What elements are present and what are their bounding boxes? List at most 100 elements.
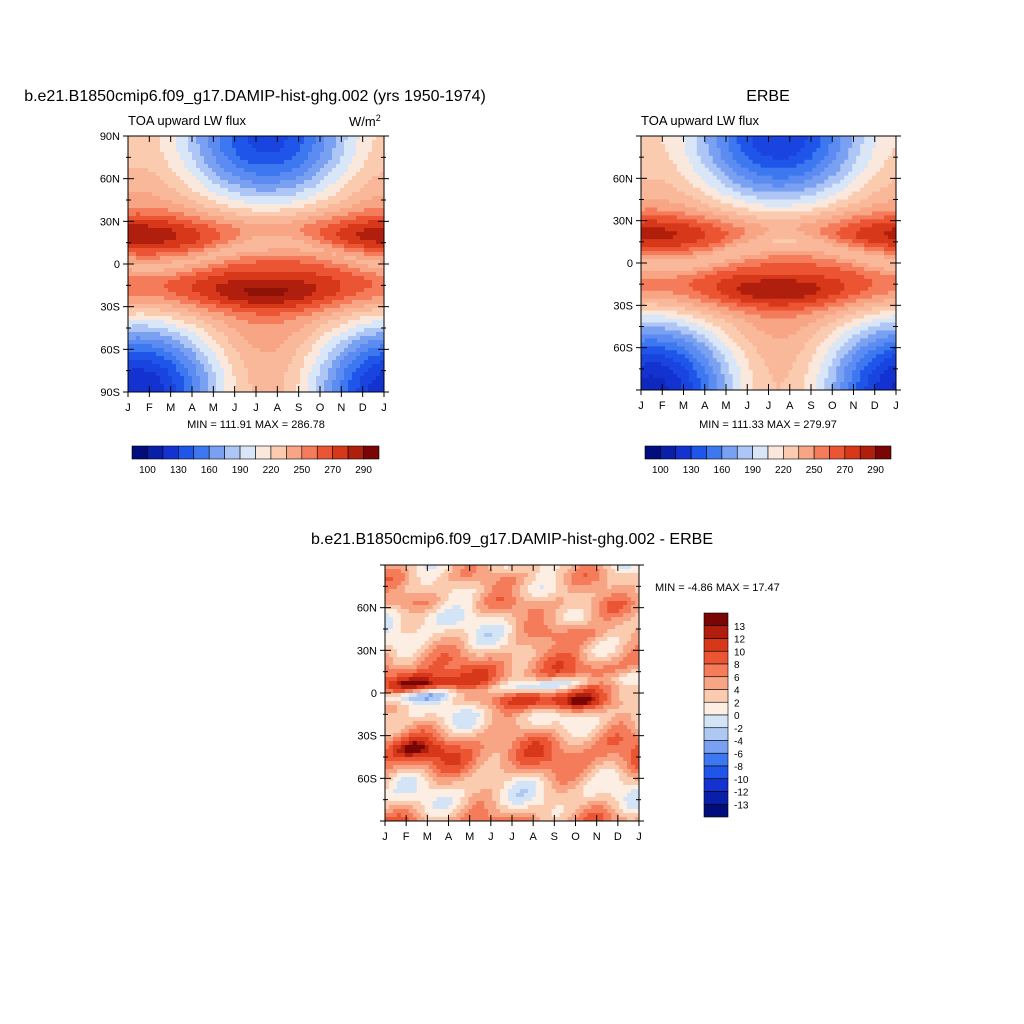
field-cell [180,224,185,229]
field-cell [132,136,137,141]
field-cell [244,176,249,181]
field-cell [236,324,241,329]
field-cell [304,300,309,305]
field-cell [708,159,714,165]
field-cell [352,384,357,389]
field-cell [176,152,181,157]
field-cell [256,300,261,305]
field-cell [356,152,361,157]
field-cell [356,180,361,185]
field-cell [160,260,165,265]
field-cell [324,376,329,381]
field-cell [764,136,770,141]
field-cell [172,228,177,233]
field-cell [172,356,177,361]
field-cell [372,364,377,369]
field-cell [800,175,805,181]
field-cell [164,328,169,333]
field-cell [680,155,686,161]
field-cell [188,384,193,389]
field-cell [364,188,369,193]
field-cell [868,147,873,153]
field-cell [256,360,261,365]
field-cell [344,144,349,149]
field-cell [140,268,145,273]
field-cell [380,172,384,177]
field-cell [848,139,853,145]
field-cell [228,208,233,213]
field-cell [292,264,297,269]
field-cell [256,148,261,153]
field-cell [648,163,654,169]
field-cell [660,139,666,145]
field-cell [284,196,289,201]
field-cell [332,284,337,289]
field-cell [172,248,177,253]
field-cell [284,260,289,265]
field-cell [276,252,281,257]
field-cell [696,139,702,145]
field-cell [288,280,293,285]
field-cell [696,151,702,157]
field-cell [284,304,289,309]
field-cell [800,147,805,153]
field-cell [192,284,197,289]
field-cell [252,348,257,353]
field-cell [200,240,205,245]
field-cell [156,280,161,285]
field-cell [296,228,301,233]
field-cell [656,175,662,181]
field-cell [768,151,774,157]
field-cell [348,148,353,153]
field-cell [236,264,241,269]
field-cell [216,376,221,381]
field-cell [364,328,369,333]
field-cell [320,152,325,157]
field-cell [740,179,746,185]
field-cell [236,288,241,293]
field-cell [796,147,801,153]
field-cell [328,252,333,257]
field-cell [248,268,253,273]
field-cell [156,296,161,301]
field-cell [872,139,877,145]
field-cell [212,300,217,305]
field-cell [292,184,297,189]
field-cell [160,252,165,257]
field-cell [792,151,797,157]
field-cell [232,344,237,349]
field-cell [280,136,285,141]
field-cell [204,156,209,161]
field-cell [220,340,225,345]
field-cell [156,216,161,221]
field-cell [380,280,384,285]
field-cell [304,244,309,249]
field-cell [296,260,301,265]
field-cell [276,216,281,221]
field-cell [200,248,205,253]
field-cell [152,184,157,189]
field-cell [824,163,829,169]
field-cell [296,256,301,261]
field-cell [364,148,369,153]
field-cell [352,336,357,341]
field-cell [804,179,809,185]
field-cell [200,220,205,225]
field-cell [248,340,253,345]
field-cell [692,155,698,161]
field-cell [236,144,241,149]
field-cell [376,224,381,229]
field-cell [292,248,297,253]
field-cell [372,212,377,217]
field-cell [268,228,273,233]
field-cell [308,192,313,197]
field-cell [296,376,301,381]
field-cell [164,320,169,325]
field-cell [644,159,650,165]
field-cell [200,252,205,257]
field-cell [140,288,145,293]
field-cell [328,248,333,253]
field-cell [268,256,273,261]
field-cell [360,240,365,245]
field-cell [368,220,373,225]
